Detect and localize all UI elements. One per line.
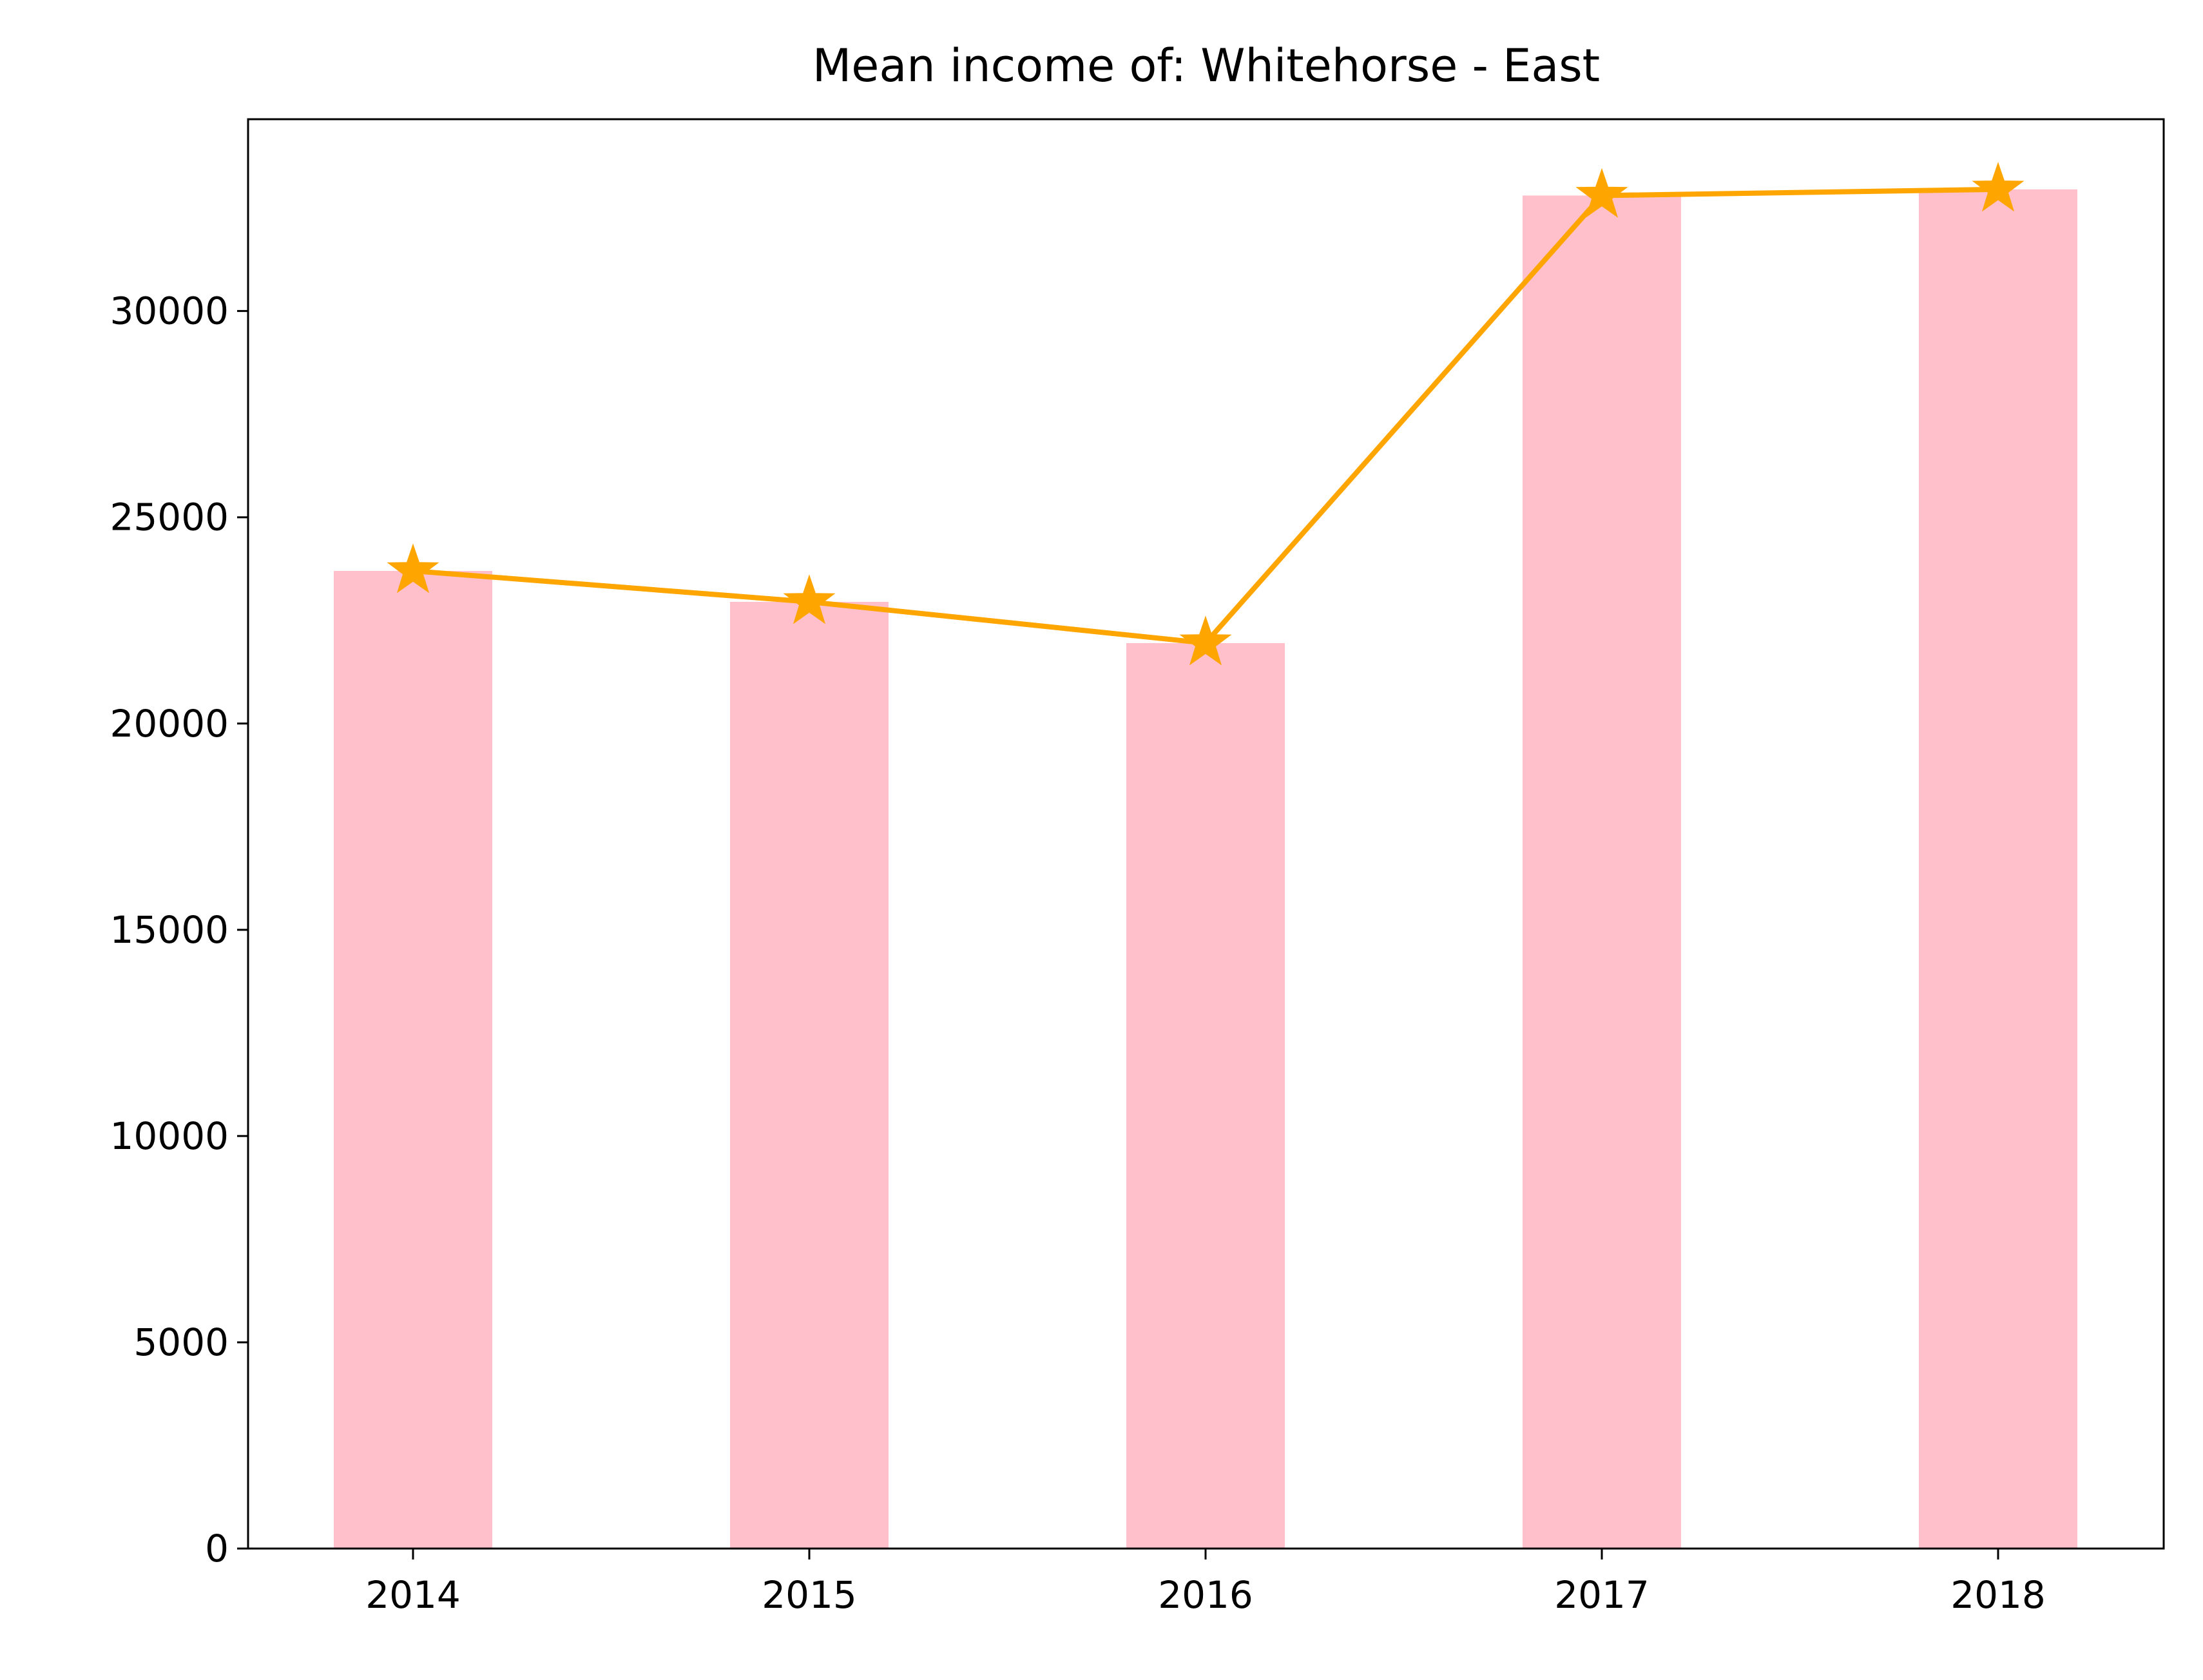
y-tick-label-30000: 30000 bbox=[110, 289, 229, 333]
y-tick-label-5000: 5000 bbox=[133, 1320, 229, 1364]
bar-2014 bbox=[334, 570, 492, 1549]
star-marker-2015 bbox=[783, 574, 836, 624]
x-tick-label-2014: 2014 bbox=[365, 1573, 461, 1617]
y-tick-label-10000: 10000 bbox=[110, 1114, 229, 1158]
y-tick-label-15000: 15000 bbox=[110, 908, 229, 952]
star-marker-2018 bbox=[1972, 162, 2025, 212]
star-marker-2016 bbox=[1179, 615, 1232, 666]
bar-2015 bbox=[730, 601, 889, 1549]
x-tick-label-2017: 2017 bbox=[1554, 1573, 1650, 1617]
y-tick-label-0: 0 bbox=[205, 1527, 229, 1570]
y-tick-label-25000: 25000 bbox=[110, 496, 229, 539]
star-marker-2014 bbox=[387, 543, 439, 594]
y-tick-label-20000: 20000 bbox=[110, 702, 229, 746]
bar-2016 bbox=[1126, 642, 1285, 1549]
x-tick-label-2018: 2018 bbox=[1950, 1573, 2046, 1617]
bar-2018 bbox=[1919, 189, 2077, 1549]
bars-layer bbox=[334, 189, 2077, 1549]
x-tick-label-2016: 2016 bbox=[1158, 1573, 1253, 1617]
axes-layer: 0 5000 10000 15000 20000 25000 30000 2014 2015 20… bbox=[110, 118, 2165, 1617]
line-layer bbox=[387, 162, 2025, 666]
chart-title: Mean income of: Whitehorse - East bbox=[813, 39, 1600, 92]
x-tick-label-2015: 2015 bbox=[762, 1573, 857, 1617]
bar-2017 bbox=[1523, 195, 1681, 1549]
star-marker-2017 bbox=[1575, 168, 1628, 218]
